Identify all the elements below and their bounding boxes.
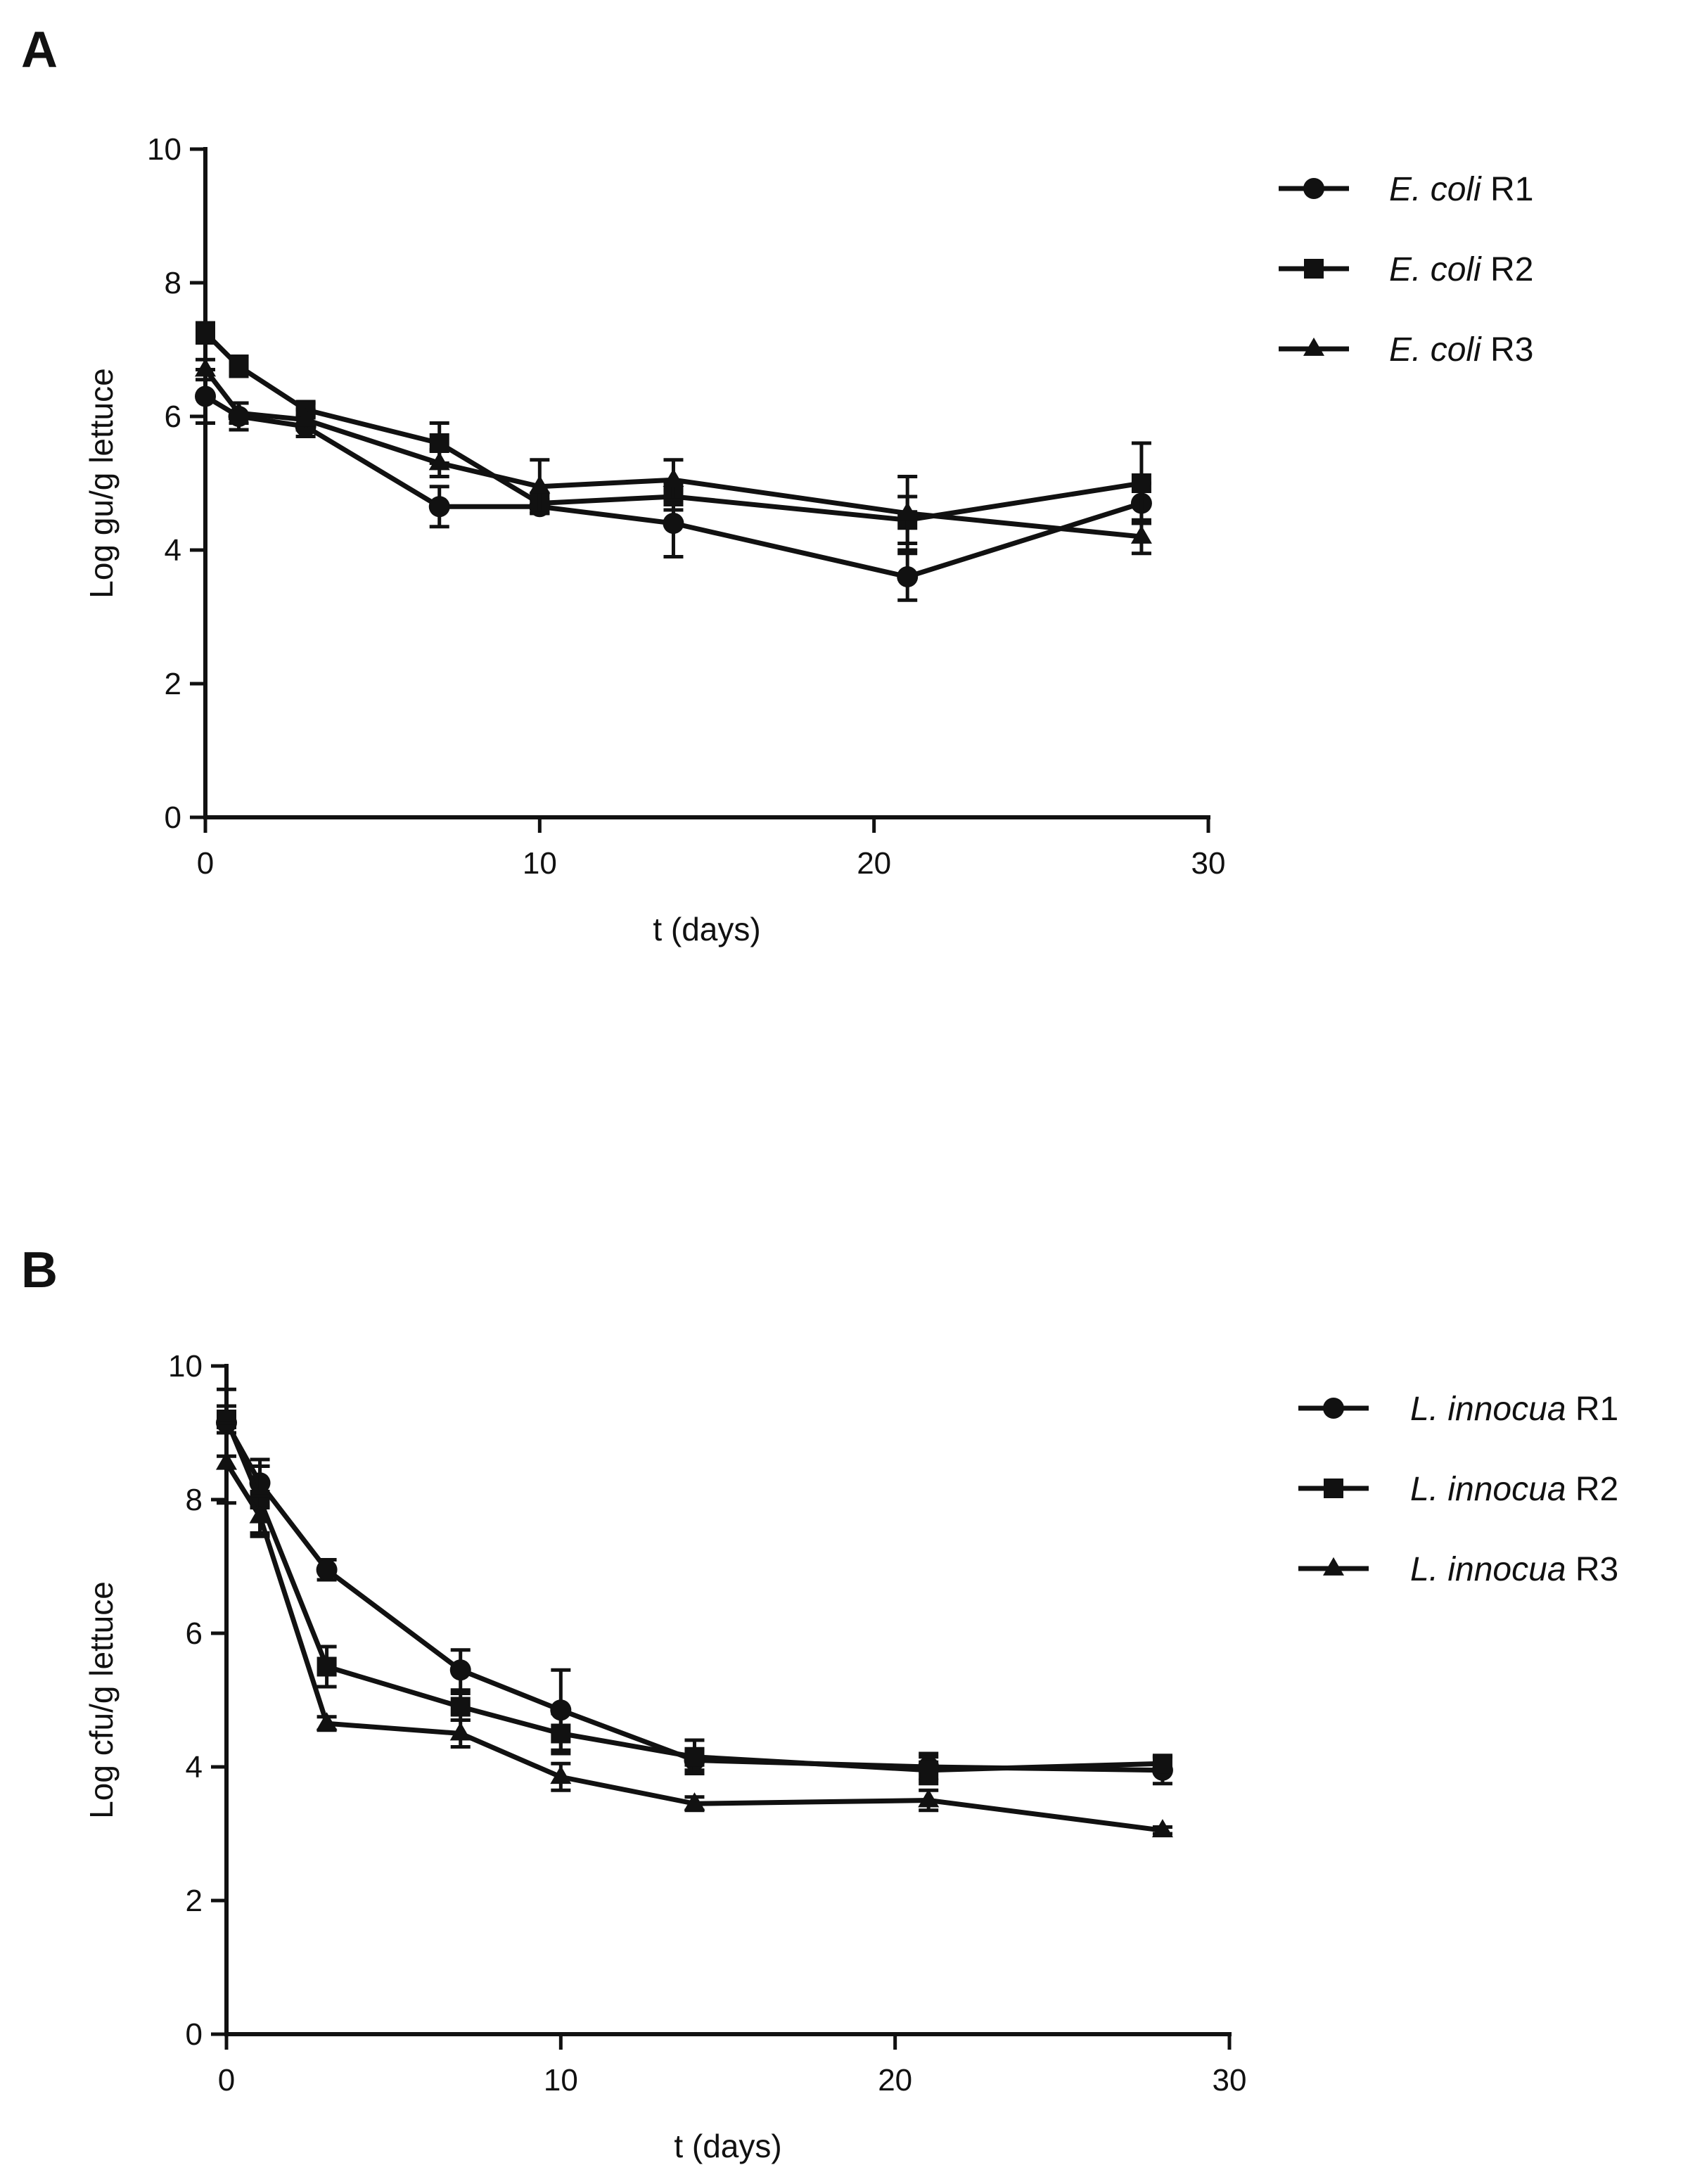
legend-label-italic: L. innocua bbox=[1410, 1551, 1566, 1588]
y-tick-label: 8 bbox=[186, 1483, 203, 1517]
x-tick-label: 30 bbox=[1191, 846, 1226, 881]
y-axis-title: Log cfu/g lettuce bbox=[83, 1581, 120, 1819]
y-tick-label: 0 bbox=[165, 800, 181, 835]
series-line bbox=[224, 1461, 1163, 1833]
x-tick-label: 10 bbox=[544, 2063, 578, 2097]
legend-label-rest: R3 bbox=[1566, 1551, 1619, 1588]
chart-panel-b: B 0 2 4 6 8 10 0 10 20 30 t (days) Log cfu/g lettuce… bbox=[21, 1242, 1618, 2164]
legend-entry-3: L. innocua R3 bbox=[1298, 1551, 1618, 1588]
y-tick-label: 4 bbox=[186, 1750, 203, 1784]
legend-entry-2: E. coli R2 bbox=[1279, 251, 1533, 288]
data-point bbox=[249, 1505, 271, 1524]
data-point bbox=[551, 1723, 571, 1744]
series-line bbox=[224, 1422, 1163, 1773]
data-point bbox=[919, 1760, 939, 1780]
data-point bbox=[550, 1765, 572, 1784]
data-point bbox=[897, 566, 919, 587]
series-line bbox=[224, 1418, 1163, 1773]
legend-marker bbox=[1303, 178, 1324, 199]
y-axis-title: Log gu/g lettuce bbox=[83, 368, 120, 598]
series-line bbox=[203, 368, 1142, 539]
legend-marker bbox=[1324, 1479, 1343, 1498]
legend-marker bbox=[1323, 1557, 1344, 1576]
panel-label: B bbox=[21, 1242, 58, 1298]
y-tick-label: 10 bbox=[147, 132, 181, 167]
y-tick-label: 6 bbox=[186, 1616, 203, 1651]
legend-label-italic: L. innocua bbox=[1410, 1391, 1566, 1428]
data-point bbox=[316, 1712, 338, 1731]
x-axis-title: t (days) bbox=[674, 2128, 781, 2164]
series-3 bbox=[216, 1421, 1173, 1838]
y-tick-label: 8 bbox=[165, 266, 181, 300]
chart-panel-a: A 0 2 4 6 8 10 0 10 20 30 t (days) Log gu/g lettuce E… bbox=[21, 22, 1533, 947]
legend-label: L. innocua R2 bbox=[1410, 1471, 1618, 1508]
legend-label-rest: R2 bbox=[1566, 1471, 1619, 1508]
legend-marker bbox=[1304, 259, 1324, 279]
legend-label-rest: R1 bbox=[1566, 1391, 1619, 1428]
y-tick-label: 4 bbox=[165, 533, 181, 568]
series-3 bbox=[195, 357, 1152, 556]
data-point bbox=[196, 323, 215, 343]
panel-label: A bbox=[21, 22, 58, 78]
data-point bbox=[216, 1451, 237, 1470]
data-point bbox=[449, 1659, 471, 1681]
data-point bbox=[1151, 1819, 1173, 1838]
data-point bbox=[529, 475, 551, 494]
legend-label-rest: R3 bbox=[1481, 331, 1534, 369]
y-tick-label: 2 bbox=[165, 667, 181, 701]
legend-marker bbox=[1323, 1398, 1344, 1419]
x-tick-label: 30 bbox=[1213, 2063, 1247, 2097]
data-point bbox=[684, 1792, 705, 1811]
x-tick-label: 20 bbox=[857, 846, 891, 881]
legend-label: L. innocua R1 bbox=[1410, 1391, 1618, 1428]
data-point bbox=[1130, 525, 1152, 544]
data-point bbox=[449, 1722, 471, 1741]
data-point bbox=[1152, 1754, 1172, 1774]
data-point bbox=[428, 452, 450, 471]
y-tick-label: 2 bbox=[186, 1884, 203, 1918]
data-point bbox=[195, 358, 216, 377]
legend-entry-1: L. innocua R1 bbox=[1298, 1391, 1618, 1428]
data-point bbox=[428, 496, 450, 518]
data-point bbox=[550, 1699, 572, 1721]
legend-label-rest: R1 bbox=[1481, 171, 1534, 208]
x-tick-label: 10 bbox=[523, 846, 557, 881]
legend-label: L. innocua R3 bbox=[1410, 1551, 1618, 1588]
legend-label: E. coli R1 bbox=[1389, 171, 1533, 208]
y-tick-label: 10 bbox=[168, 1349, 203, 1384]
data-point bbox=[918, 1789, 940, 1808]
data-point bbox=[1131, 473, 1151, 493]
x-axis-title: t (days) bbox=[653, 911, 760, 947]
data-point bbox=[450, 1697, 471, 1717]
legend-marker bbox=[1303, 337, 1324, 356]
data-point bbox=[684, 1746, 705, 1767]
legend-label-italic: E. coli bbox=[1389, 331, 1482, 369]
legend-label: E. coli R2 bbox=[1389, 251, 1533, 288]
x-tick-label: 0 bbox=[218, 2063, 235, 2097]
data-point bbox=[228, 402, 250, 421]
data-point bbox=[316, 1559, 338, 1580]
series-line bbox=[204, 394, 1142, 580]
y-tick-label: 6 bbox=[165, 400, 181, 434]
data-point bbox=[663, 513, 684, 534]
x-tick-label: 20 bbox=[878, 2063, 912, 2097]
data-point bbox=[316, 1656, 337, 1677]
data-point bbox=[897, 502, 919, 521]
legend-label-italic: L. innocua bbox=[1410, 1471, 1566, 1508]
data-point bbox=[663, 468, 684, 487]
legend-entry-1: E. coli R1 bbox=[1279, 171, 1533, 208]
legend-label-rest: R2 bbox=[1481, 251, 1534, 288]
legend-entry-3: E. coli R3 bbox=[1279, 331, 1533, 369]
legend-label: E. coli R3 bbox=[1389, 331, 1533, 369]
data-point bbox=[295, 408, 316, 427]
legend-label-italic: E. coli bbox=[1389, 251, 1482, 288]
y-tick-label: 0 bbox=[186, 2017, 203, 2052]
legend-label-italic: E. coli bbox=[1389, 171, 1482, 208]
data-point bbox=[229, 356, 249, 376]
data-point bbox=[195, 385, 216, 407]
x-tick-label: 0 bbox=[197, 846, 214, 881]
legend-entry-2: L. innocua R2 bbox=[1298, 1471, 1618, 1508]
